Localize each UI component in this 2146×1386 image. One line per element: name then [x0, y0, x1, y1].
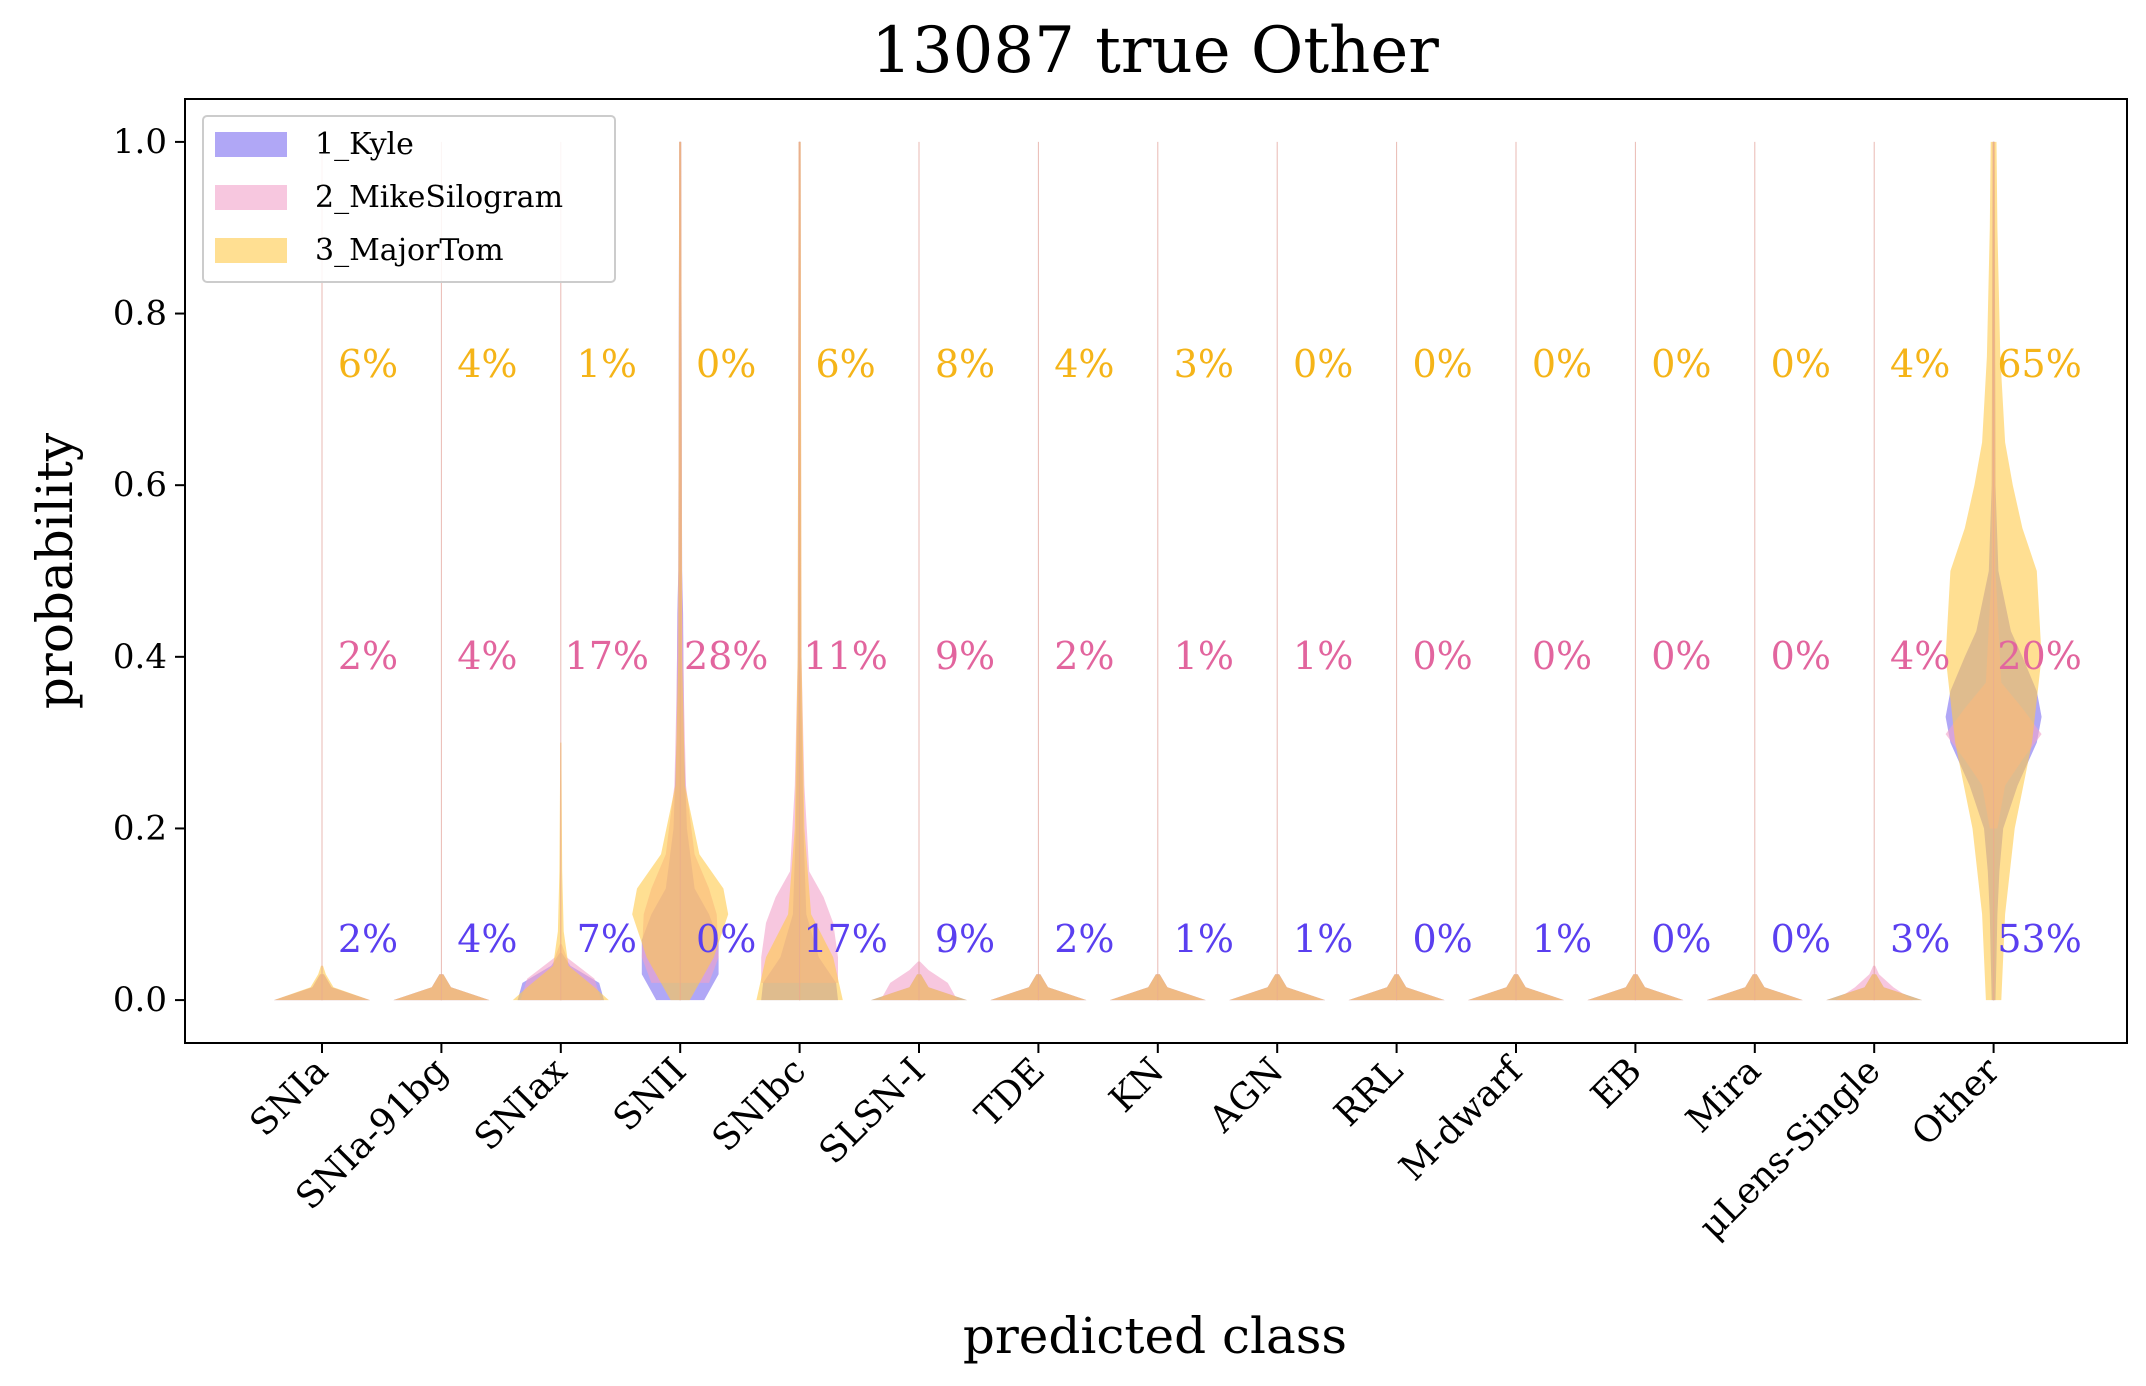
percent-label: 3%	[1890, 917, 1950, 961]
percent-label: 3%	[1174, 342, 1234, 386]
percent-label: 0%	[1651, 917, 1711, 961]
legend-swatch-mikesilogram	[215, 185, 287, 210]
x-tick-label: SNIax	[467, 1050, 575, 1158]
percent-label: 1%	[577, 342, 637, 386]
percent-label: 4%	[1890, 634, 1950, 678]
percent-label: 4%	[457, 342, 517, 386]
x-tick-label: SNIbc	[705, 1050, 814, 1159]
x-tick-label: M-dwarf	[1392, 1048, 1532, 1188]
percent-label: 2%	[1054, 917, 1114, 961]
y-tick-label: 0.4	[113, 637, 167, 677]
legend-label-mikesilogram: 2_MikeSilogram	[315, 180, 563, 215]
chart-title: 13087 true Other	[871, 14, 1439, 88]
percent-label: 0%	[1532, 634, 1592, 678]
percent-label: 0%	[696, 917, 756, 961]
legend-swatch-kyle	[215, 132, 287, 157]
legend-label-majortom: 3_MajorTom	[315, 233, 504, 268]
percent-label: 0%	[1412, 342, 1472, 386]
percent-label: 0%	[696, 342, 756, 386]
percent-label: 4%	[457, 634, 517, 678]
x-axis-label: predicted class	[963, 1307, 1347, 1365]
percent-label: 0%	[1771, 917, 1831, 961]
percent-label: 1%	[1174, 917, 1234, 961]
percent-label: 28%	[684, 634, 768, 678]
percent-label: 7%	[577, 917, 637, 961]
x-tick-label: Mira	[1679, 1050, 1770, 1141]
legend-label-kyle: 1_Kyle	[315, 127, 414, 162]
x-tick-label: EB	[1583, 1050, 1649, 1116]
x-tick-label: KN	[1102, 1050, 1172, 1120]
x-tick-label: SNII	[606, 1050, 695, 1139]
percent-label: 6%	[338, 342, 398, 386]
legend-swatch-majortom	[215, 238, 287, 263]
percent-label: 17%	[803, 917, 887, 961]
percent-label: 20%	[1997, 634, 2081, 678]
x-tick-label: SLSN-I	[812, 1050, 934, 1172]
percent-label: 17%	[565, 634, 649, 678]
y-axis-label: probability	[26, 432, 84, 709]
y-tick-label: 0.8	[113, 294, 167, 334]
percent-label: 2%	[1054, 634, 1114, 678]
y-tick-label: 0.0	[113, 980, 167, 1020]
percent-label: 1%	[1174, 634, 1234, 678]
legend: 1_Kyle 2_MikeSilogram 3_MajorTom	[202, 115, 616, 283]
percent-label: 0%	[1771, 634, 1831, 678]
percent-label: 2%	[338, 917, 398, 961]
percent-label: 0%	[1651, 634, 1711, 678]
percent-label: 0%	[1293, 342, 1353, 386]
percent-labels: 2% 4% 7% 0% 17% 9% 2% 1% 1% 0% 1% 0% 0% 3% 53% 2% 4% 17% 2…	[338, 342, 2082, 961]
percent-label: 0%	[1771, 342, 1831, 386]
percent-label: 53%	[1997, 917, 2081, 961]
percent-label: 1%	[1293, 634, 1353, 678]
percent-label: 11%	[803, 634, 887, 678]
percent-label: 0%	[1651, 342, 1711, 386]
y-tick-label: 0.2	[113, 808, 167, 848]
percent-label: 4%	[1054, 342, 1114, 386]
legend-box	[202, 115, 616, 283]
x-tick-label: RRL	[1327, 1050, 1411, 1134]
x-tick-label: Other	[1904, 1050, 2008, 1154]
percent-label: 4%	[457, 917, 517, 961]
x-tick-label: SNIa	[242, 1050, 336, 1144]
violins	[274, 141, 2042, 1001]
percent-label: 2%	[338, 634, 398, 678]
y-tick-label: 1.0	[113, 122, 167, 162]
percent-label: 0%	[1532, 342, 1592, 386]
percent-label: 1%	[1532, 917, 1592, 961]
percent-label: 1%	[1293, 917, 1353, 961]
plot-frame	[184, 98, 2128, 1044]
x-tick-label: AGN	[1201, 1050, 1292, 1141]
percent-label: 9%	[935, 917, 995, 961]
percent-label: 9%	[935, 634, 995, 678]
percent-label: 0%	[1412, 634, 1472, 678]
percent-label: 65%	[1997, 342, 2081, 386]
percent-label: 8%	[935, 342, 995, 386]
percent-label: 6%	[815, 342, 875, 386]
percent-label: 0%	[1412, 917, 1472, 961]
percent-label: 4%	[1890, 342, 1950, 386]
y-tick-label: 0.6	[113, 465, 167, 505]
x-tick-label: TDE	[968, 1050, 1053, 1135]
